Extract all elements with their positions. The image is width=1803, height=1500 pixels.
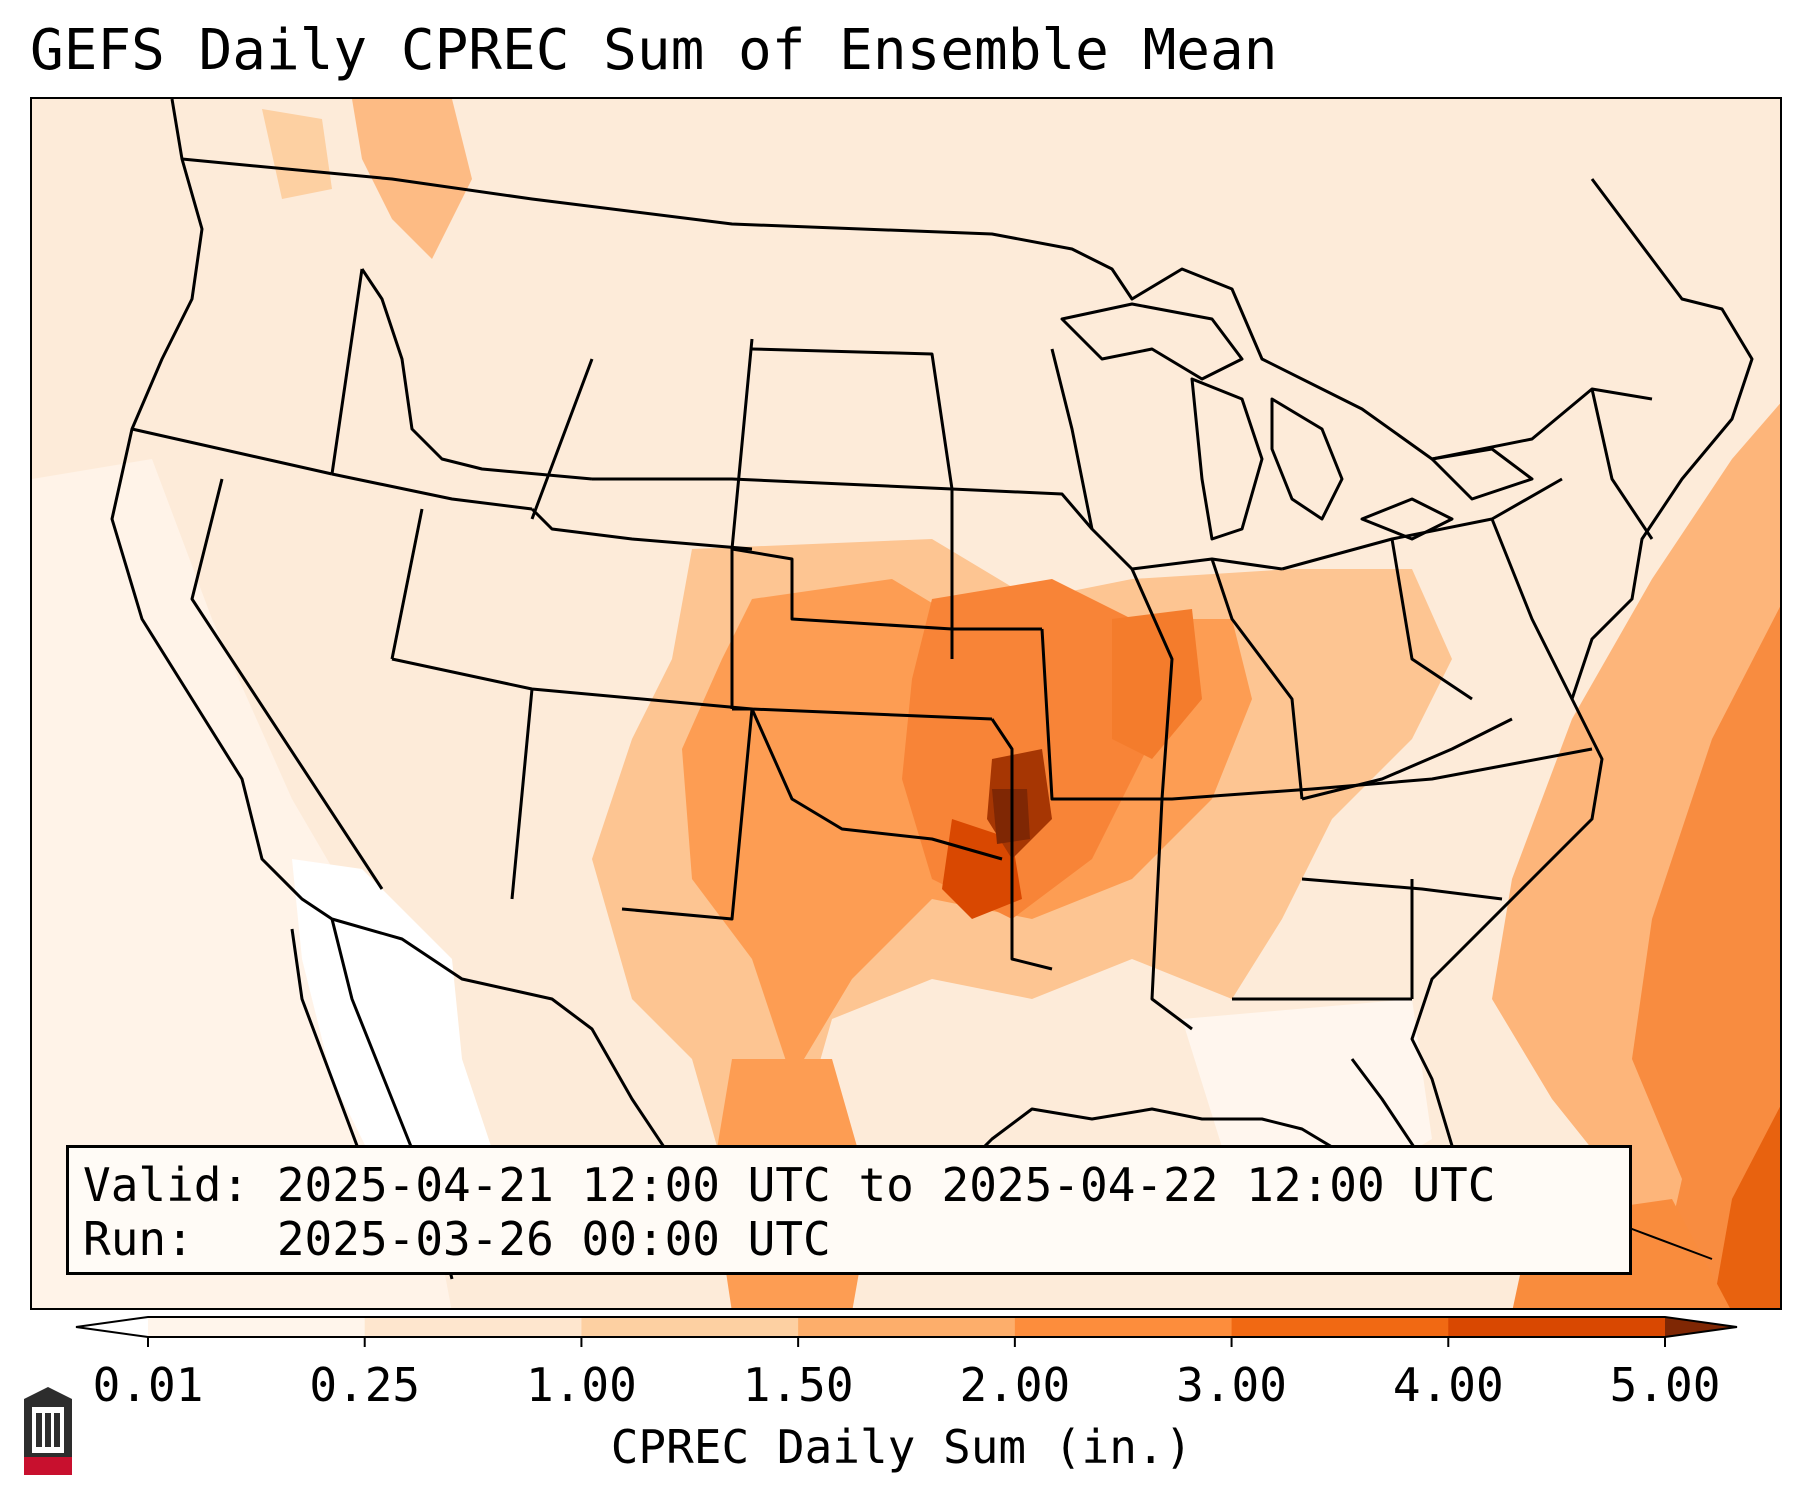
precip-shading bbox=[32, 99, 1780, 1308]
colorbar-tick-label: 1.00 bbox=[526, 1358, 637, 1412]
colorbar bbox=[75, 1316, 1738, 1347]
map-title: GEFS Daily CPREC Sum of Ensemble Mean bbox=[30, 18, 1278, 83]
colorbar-tick-label: 3.00 bbox=[1176, 1358, 1287, 1412]
colorbar-segment bbox=[1231, 1317, 1449, 1337]
colorbar-segment bbox=[798, 1317, 1016, 1337]
valid-time-text: Valid: 2025-04-21 12:00 UTC to 2025-04-2… bbox=[83, 1158, 1496, 1212]
map-boundaries bbox=[110, 99, 1754, 1280]
niu-logo bbox=[24, 1387, 72, 1475]
colorbar-segment bbox=[581, 1317, 799, 1337]
colorbar-tick-label: 0.25 bbox=[309, 1358, 421, 1412]
colorbar-segment bbox=[1448, 1317, 1666, 1337]
colorbar-tick-label: 2.00 bbox=[959, 1358, 1071, 1412]
valid-time-box: Valid: 2025-04-21 12:00 UTC to 2025-04-2… bbox=[66, 1145, 1632, 1275]
run-time-text: Run: 2025-03-26 00:00 UTC bbox=[83, 1212, 831, 1266]
colorbar-tick-label: 1.50 bbox=[742, 1358, 854, 1412]
colorbar-over-extension bbox=[1665, 1317, 1737, 1337]
colorbar-tick-label: 0.01 bbox=[92, 1358, 204, 1412]
colorbar-tick-label: 5.00 bbox=[1609, 1358, 1721, 1412]
colorbar-under-extension bbox=[76, 1317, 148, 1337]
precipitation-map bbox=[30, 97, 1782, 1310]
colorbar-segment bbox=[148, 1317, 366, 1337]
map-canvas bbox=[32, 99, 1780, 1308]
colorbar-segment bbox=[364, 1317, 582, 1337]
colorbar-tick-label: 4.00 bbox=[1392, 1358, 1504, 1412]
colorbar-label: CPREC Daily Sum (in.) bbox=[610, 1420, 1193, 1474]
colorbar-segment bbox=[1014, 1317, 1233, 1337]
